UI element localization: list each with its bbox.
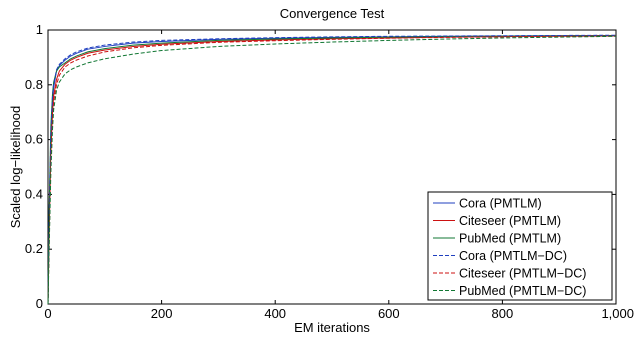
y-tick-label: 0.8 — [25, 77, 43, 92]
y-axis: 0 0.2 0.4 0.6 0.8 1 — [25, 22, 616, 311]
y-tick-label: 0 — [36, 296, 43, 311]
legend: Cora (PMTLM) Citeseer (PMTLM) PubMed (PMTL… — [427, 191, 613, 301]
legend-label: Cora (PMTLM−DC) — [459, 249, 567, 263]
x-tick-label: 400 — [264, 306, 286, 321]
legend-box — [427, 191, 613, 301]
x-tick-label: 600 — [378, 306, 400, 321]
x-axis-label: EM iterations — [294, 320, 370, 335]
series-line-4 — [47, 34, 617, 305]
legend-label: PubMed (PMTLM) — [459, 232, 561, 246]
x-tick-label: 200 — [151, 306, 173, 321]
x-axis: 0 200 400 600 800 1,000 — [44, 30, 634, 321]
series-line-6 — [47, 35, 617, 305]
legend-label: Citeseer (PMTLM) — [459, 214, 561, 228]
y-tick-label: 0.2 — [25, 241, 43, 256]
y-tick-label: 0.6 — [25, 132, 43, 147]
legend-label: Cora (PMTLM) — [459, 197, 542, 211]
legend-label: Citeseer (PMTLM−DC) — [459, 267, 586, 281]
y-axis-label: Scaled log−likelihood — [8, 106, 23, 229]
legend-label: PubMed (PMTLM−DC) — [459, 284, 586, 298]
x-tick-label: 1,000 — [601, 306, 634, 321]
chart-title: Convergence Test — [280, 6, 385, 21]
x-tick-label: 800 — [492, 306, 514, 321]
y-tick-label: 0.4 — [25, 186, 43, 201]
x-tick-label: 0 — [44, 306, 51, 321]
y-tick-label: 1 — [36, 22, 43, 37]
series-line-5 — [47, 35, 617, 305]
series-lines — [47, 34, 617, 305]
